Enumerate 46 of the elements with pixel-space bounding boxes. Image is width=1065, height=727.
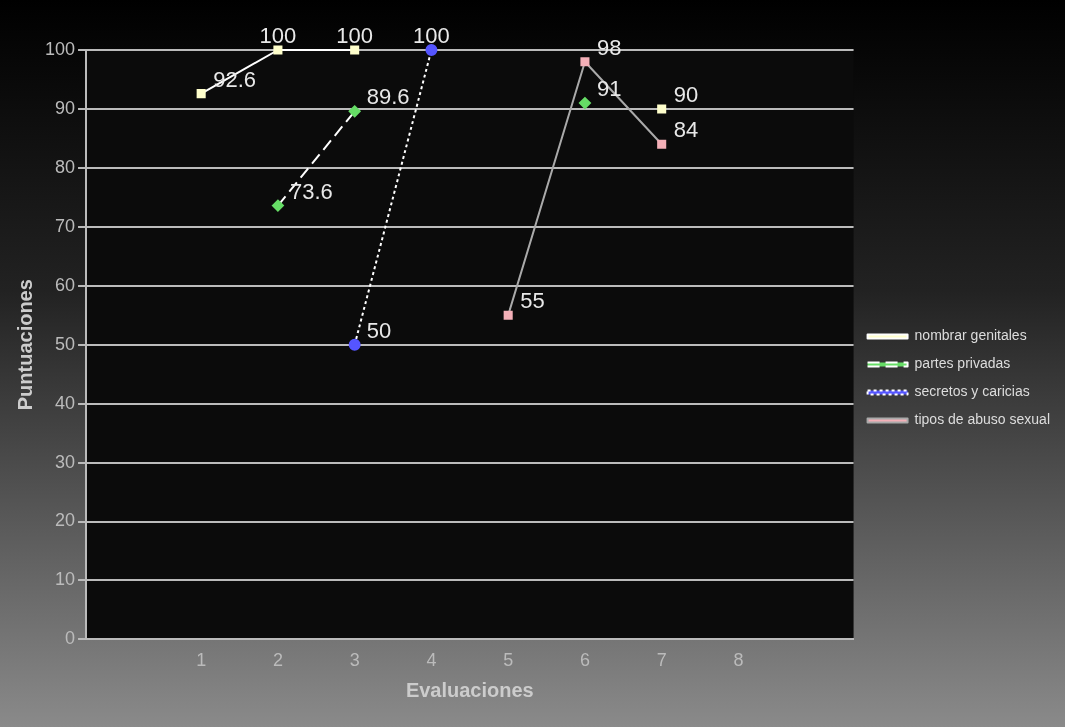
y-tick-label: 90: [55, 97, 76, 118]
point: [196, 89, 206, 99]
data-label: 55: [520, 288, 545, 314]
point: [348, 338, 361, 351]
y-tick-label: 80: [55, 156, 76, 177]
y-tick-label: 70: [55, 215, 76, 236]
point: [273, 45, 283, 55]
data-label: 84: [673, 117, 699, 143]
y-tick-label: 100: [44, 38, 76, 59]
y-tick-label: 10: [55, 569, 76, 590]
y-tick-label: 30: [55, 451, 76, 472]
data-label: 100: [413, 23, 450, 49]
point: [503, 310, 513, 320]
data-label: 100: [259, 23, 297, 49]
y-tick-label: 50: [55, 333, 76, 354]
data-label: 100: [336, 23, 374, 49]
legend-label: partes privadas: [914, 355, 1011, 372]
y-tick-label: 60: [55, 274, 76, 295]
point: [657, 139, 667, 149]
y-tick-label: 40: [55, 392, 76, 413]
legend-label: nombrar genitales: [914, 327, 1027, 344]
y-axis-title: Puntuaciones: [13, 279, 36, 411]
x-tick-label: 8: [733, 650, 744, 671]
x-tick-label: 7: [656, 650, 667, 671]
point: [271, 199, 284, 212]
x-tick-label: 4: [426, 650, 437, 671]
point: [578, 97, 591, 110]
data-label: 50: [366, 317, 392, 343]
point: [348, 105, 361, 118]
legend-label: secretos y caricias: [914, 383, 1030, 400]
data-label: 89.6: [366, 84, 410, 110]
legend-label: tipos de abuso sexual: [914, 411, 1051, 428]
data-label: 73.6: [289, 178, 333, 204]
point: [657, 104, 667, 114]
x-tick-label: 5: [503, 650, 514, 671]
x-tick-label: 3: [349, 650, 360, 671]
x-tick-label: 2: [272, 650, 283, 671]
y-tick-label: 20: [55, 510, 76, 531]
data-label: 90: [673, 82, 699, 107]
point: [350, 45, 360, 55]
point: [580, 57, 590, 67]
point: [425, 44, 438, 56]
x-tick-label: 6: [579, 650, 590, 671]
x-tick-label: 1: [196, 650, 207, 671]
y-tick-label: 0: [65, 628, 76, 649]
x-axis-title: Evaluaciones: [405, 678, 534, 701]
